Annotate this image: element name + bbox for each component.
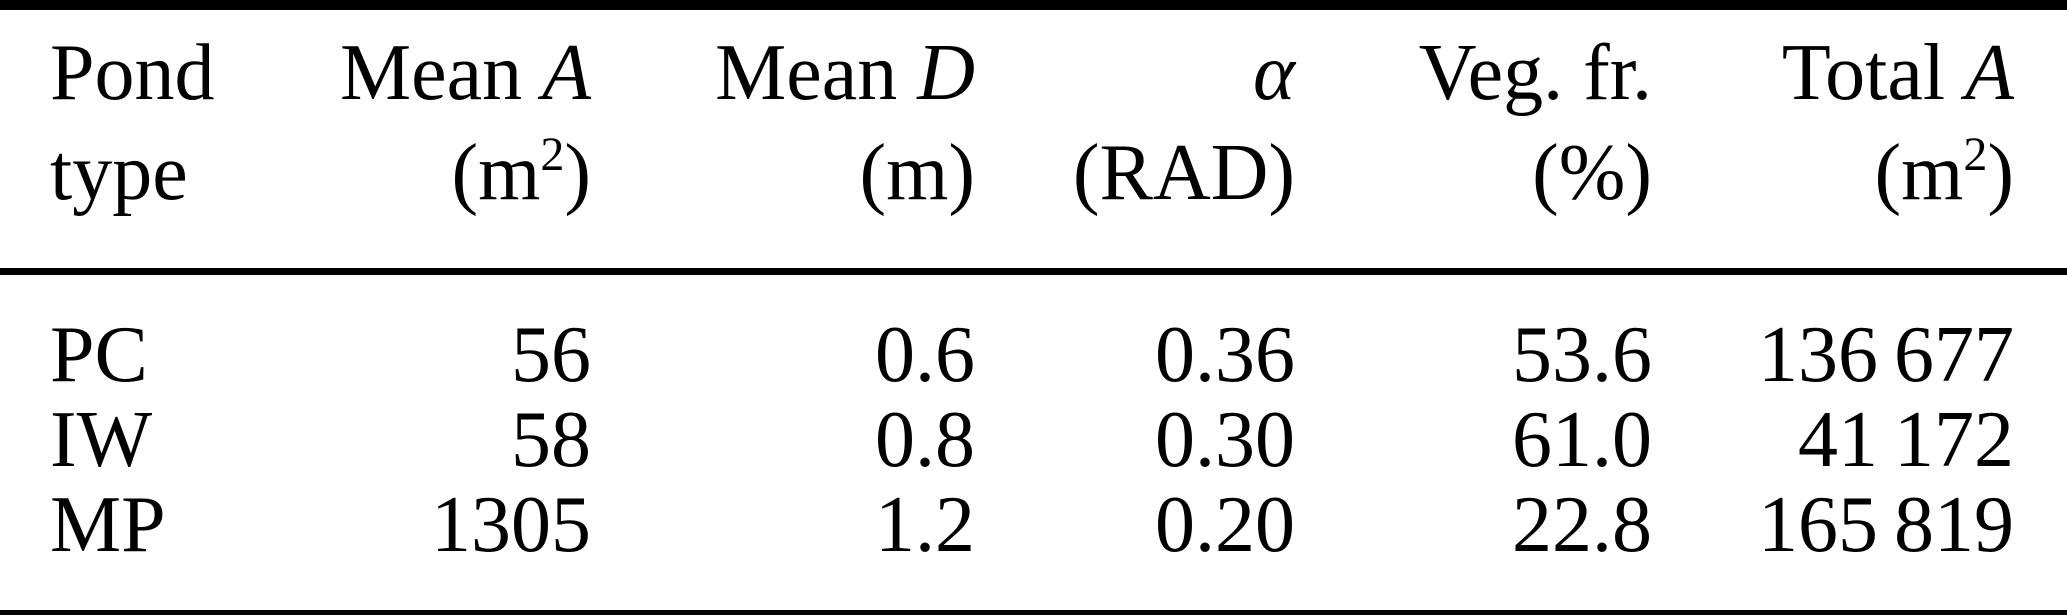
table-bottom-rule <box>0 610 2067 615</box>
table-row-mp: MP 1305 1.2 0.20 22.8 165 819 <box>0 483 2067 568</box>
header-mean-area-line1: Mean A <box>339 29 591 117</box>
cell-alpha: 0.20 <box>1155 481 1295 569</box>
cell-total-area: 136 677 <box>1757 311 2014 399</box>
header-veg-fraction-line1: Veg. fr. <box>1418 29 1652 117</box>
header-row-names: Pond Mean A Mean D α Veg. fr. Total A <box>0 23 2067 123</box>
cell-pond-type: PC <box>50 311 148 399</box>
header-total-area-line2: (m2) <box>1874 128 2014 217</box>
table-row-pc: PC 56 0.6 0.36 53.6 136 677 <box>0 313 2067 398</box>
cell-mean-area: 1305 <box>431 481 591 569</box>
header-row-units: type (m2) (m) (RAD) (%) (m2) <box>0 123 2067 234</box>
cell-mean-area: 58 <box>511 396 591 484</box>
header-pond-type-line1: Pond <box>50 29 215 117</box>
header-total-area-line1: Total A <box>1781 29 2014 117</box>
cell-mean-depth: 0.8 <box>875 396 975 484</box>
cell-total-area: 165 819 <box>1757 481 2014 569</box>
header-pond-type-line2: type <box>50 129 188 217</box>
header-alpha-line1: α <box>1253 29 1295 117</box>
cell-pond-type: MP <box>50 481 166 569</box>
header-mean-area-line2: (m2) <box>451 128 591 217</box>
cell-pond-type: IW <box>50 396 153 484</box>
cell-veg-fraction: 61.0 <box>1512 396 1652 484</box>
cell-mean-depth: 1.2 <box>875 481 975 569</box>
table-row-iw: IW 58 0.8 0.30 61.0 41 172 <box>0 398 2067 483</box>
table-header: Pond Mean A Mean D α Veg. fr. Total A ty… <box>0 10 2067 234</box>
table-body: PC 56 0.6 0.36 53.6 136 677 IW 58 0.8 0.… <box>0 275 2067 568</box>
header-mean-depth-line2: (m) <box>859 129 975 217</box>
cell-mean-depth: 0.6 <box>875 311 975 399</box>
cell-alpha: 0.30 <box>1155 396 1295 484</box>
cell-mean-area: 56 <box>511 311 591 399</box>
header-veg-fraction-line2: (%) <box>1532 129 1652 217</box>
cell-veg-fraction: 53.6 <box>1512 311 1652 399</box>
table-top-rule <box>0 0 2067 10</box>
header-mean-depth-line1: Mean D <box>715 29 975 117</box>
header-alpha-line2: (RAD) <box>1072 129 1295 217</box>
cell-veg-fraction: 22.8 <box>1512 481 1652 569</box>
table-header-rule <box>0 268 2067 275</box>
cell-total-area: 41 172 <box>1797 396 2014 484</box>
cell-alpha: 0.36 <box>1155 311 1295 399</box>
